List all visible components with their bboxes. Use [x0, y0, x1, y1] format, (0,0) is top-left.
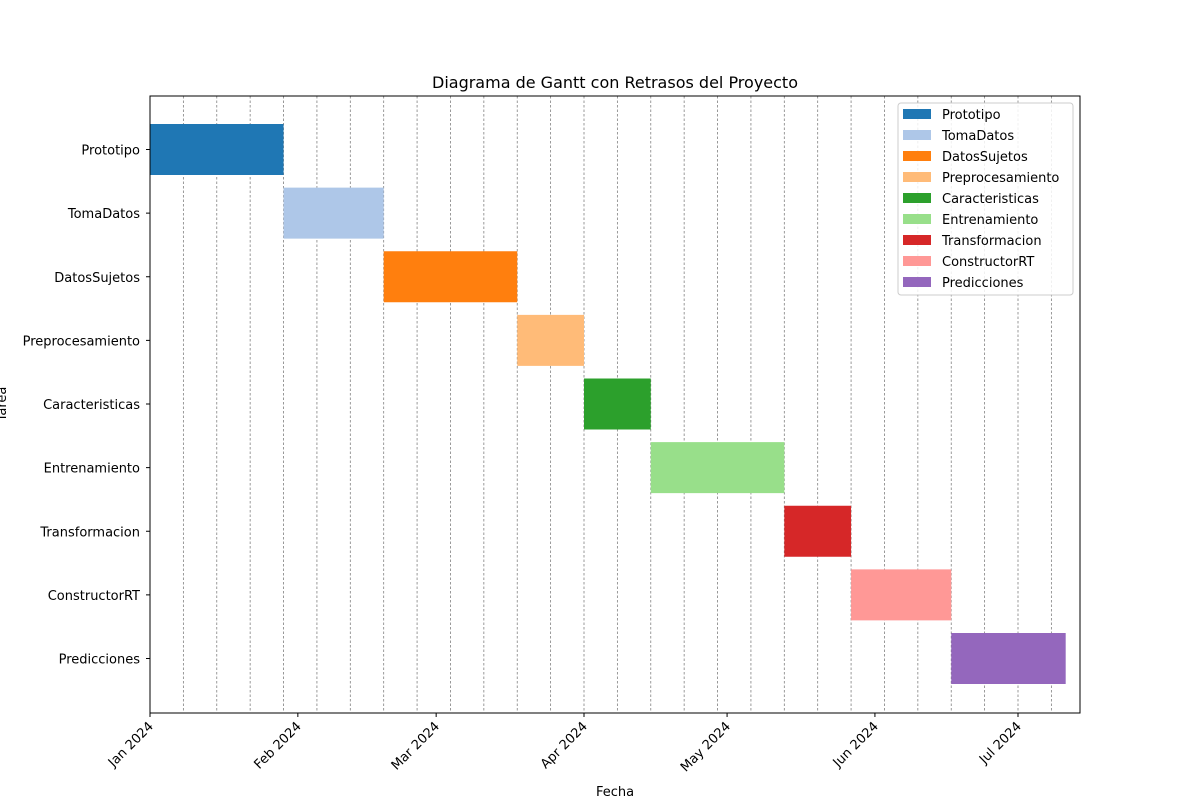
legend-label: TomaDatos — [941, 129, 1014, 144]
legend-swatch — [903, 256, 931, 266]
x-tick-label: Jun 2024 — [830, 719, 882, 771]
legend-swatch — [903, 172, 931, 182]
y-axis-label: Tarea — [0, 387, 10, 423]
x-tick-label: Mar 2024 — [389, 719, 443, 773]
task-bar-preprocesamiento — [517, 314, 584, 366]
legend-swatch — [903, 235, 931, 245]
legend-swatch — [903, 130, 931, 140]
legend-swatch — [903, 151, 931, 161]
task-bar-prototipo — [150, 124, 284, 175]
legend-swatch — [903, 193, 931, 203]
legend-label: ConstructorRT — [942, 255, 1034, 270]
legend: Prototipo TomaDatos DatosSujetos Preprocesa… — [897, 102, 1074, 296]
task-bar-constructorrt — [851, 569, 952, 621]
legend-label: DatosSujetos — [942, 150, 1028, 165]
y-tick-label: TomaDatos — [67, 207, 140, 222]
y-tick-label: Caracteristicas — [43, 398, 140, 413]
x-tick-label: Apr 2024 — [538, 719, 591, 772]
legend-label: Prototipo — [942, 108, 1001, 123]
y-tick-label: DatosSujetos — [54, 271, 140, 286]
task-bar-transformacion — [784, 505, 852, 557]
y-axis: Prototipo TomaDatos DatosSujetos Preprocesa… — [23, 144, 150, 668]
y-tick-label: Prototipo — [81, 144, 140, 159]
task-bar-caracteristicas — [584, 378, 651, 430]
legend-label: Preprocesamiento — [942, 171, 1059, 186]
legend-swatch — [903, 277, 931, 287]
x-axis-label: Fecha — [596, 785, 634, 800]
task-bar-entrenamiento — [650, 442, 785, 494]
x-tick-label: Jan 2024 — [105, 719, 157, 771]
x-tick-label: Feb 2024 — [251, 719, 304, 772]
task-bar-tomadatos — [283, 187, 384, 239]
y-tick-label: ConstructorRT — [48, 589, 140, 604]
legend-swatch — [903, 214, 931, 224]
legend-swatch — [903, 109, 931, 119]
task-bar-predicciones — [951, 633, 1066, 684]
x-tick-label: Jul 2024 — [976, 719, 1025, 768]
y-tick-label: Predicciones — [59, 653, 141, 668]
y-tick-label: Transformacion — [39, 525, 140, 540]
chart-title: Diagrama de Gantt con Retrasos del Proye… — [432, 73, 798, 92]
legend-label: Predicciones — [942, 276, 1024, 291]
y-tick-label: Entrenamiento — [44, 462, 140, 477]
legend-label: Caracteristicas — [942, 192, 1039, 207]
y-tick-label: Preprocesamiento — [23, 334, 140, 349]
legend-label: Entrenamiento — [942, 213, 1038, 228]
x-tick-label: May 2024 — [678, 719, 734, 775]
task-bar-datossujetos — [383, 251, 518, 303]
x-axis: Jan 2024 Feb 2024 Mar 2024 Apr 2024 May 2024… — [105, 713, 1025, 775]
legend-label: Transformacion — [941, 234, 1042, 249]
legend-frame — [897, 102, 1074, 296]
task-bars — [150, 124, 1066, 684]
